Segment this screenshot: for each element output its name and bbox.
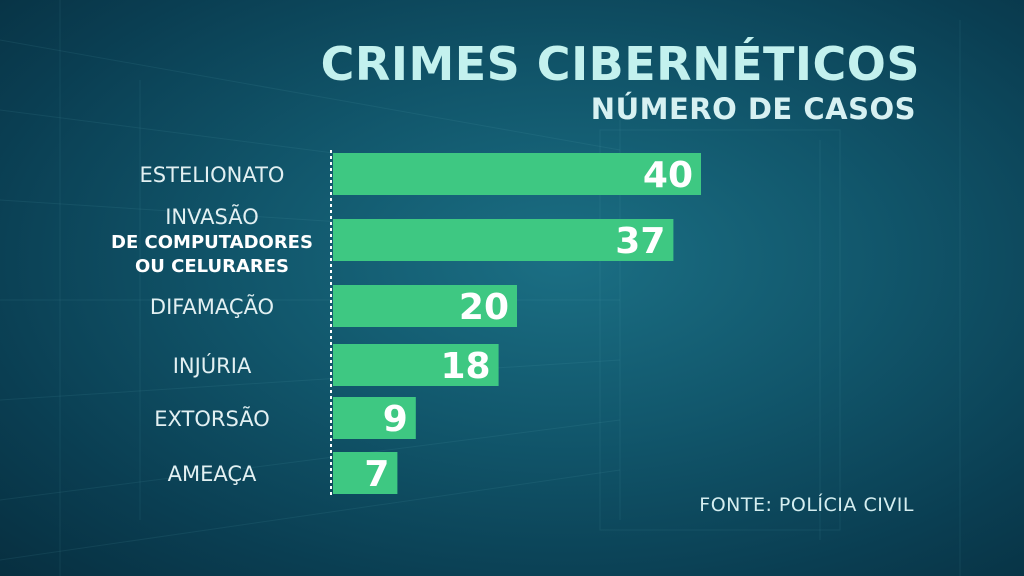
value-label: 9 [383, 399, 408, 440]
chart-title: CRIMES CIBERNÉTICOS [320, 37, 920, 91]
category-label: EXTORSÃO [154, 405, 269, 431]
category-label: ESTELIONATO [140, 163, 285, 187]
value-label: 37 [615, 221, 665, 262]
chart-source: FONTE: POLÍCIA CIVIL [699, 494, 914, 516]
value-label: 20 [459, 287, 509, 328]
bar [333, 219, 674, 261]
value-label: 40 [643, 155, 693, 196]
bar [333, 452, 398, 494]
category-label: DIFAMAÇÃO [150, 293, 274, 319]
value-label: 18 [440, 346, 490, 387]
category-label: AMEAÇA [168, 462, 257, 486]
category-label: INJÚRIA [173, 353, 252, 378]
category-label: INVASÃO [165, 203, 259, 229]
bar [333, 397, 416, 439]
bar [333, 153, 701, 195]
bar [333, 344, 499, 386]
chart-subtitle: NÚMERO DE CASOS [590, 92, 916, 126]
bar [333, 285, 517, 327]
value-label: 7 [364, 454, 389, 495]
category-label: OU CELURARES [135, 256, 289, 277]
category-label: DE COMPUTADORES [111, 232, 313, 253]
